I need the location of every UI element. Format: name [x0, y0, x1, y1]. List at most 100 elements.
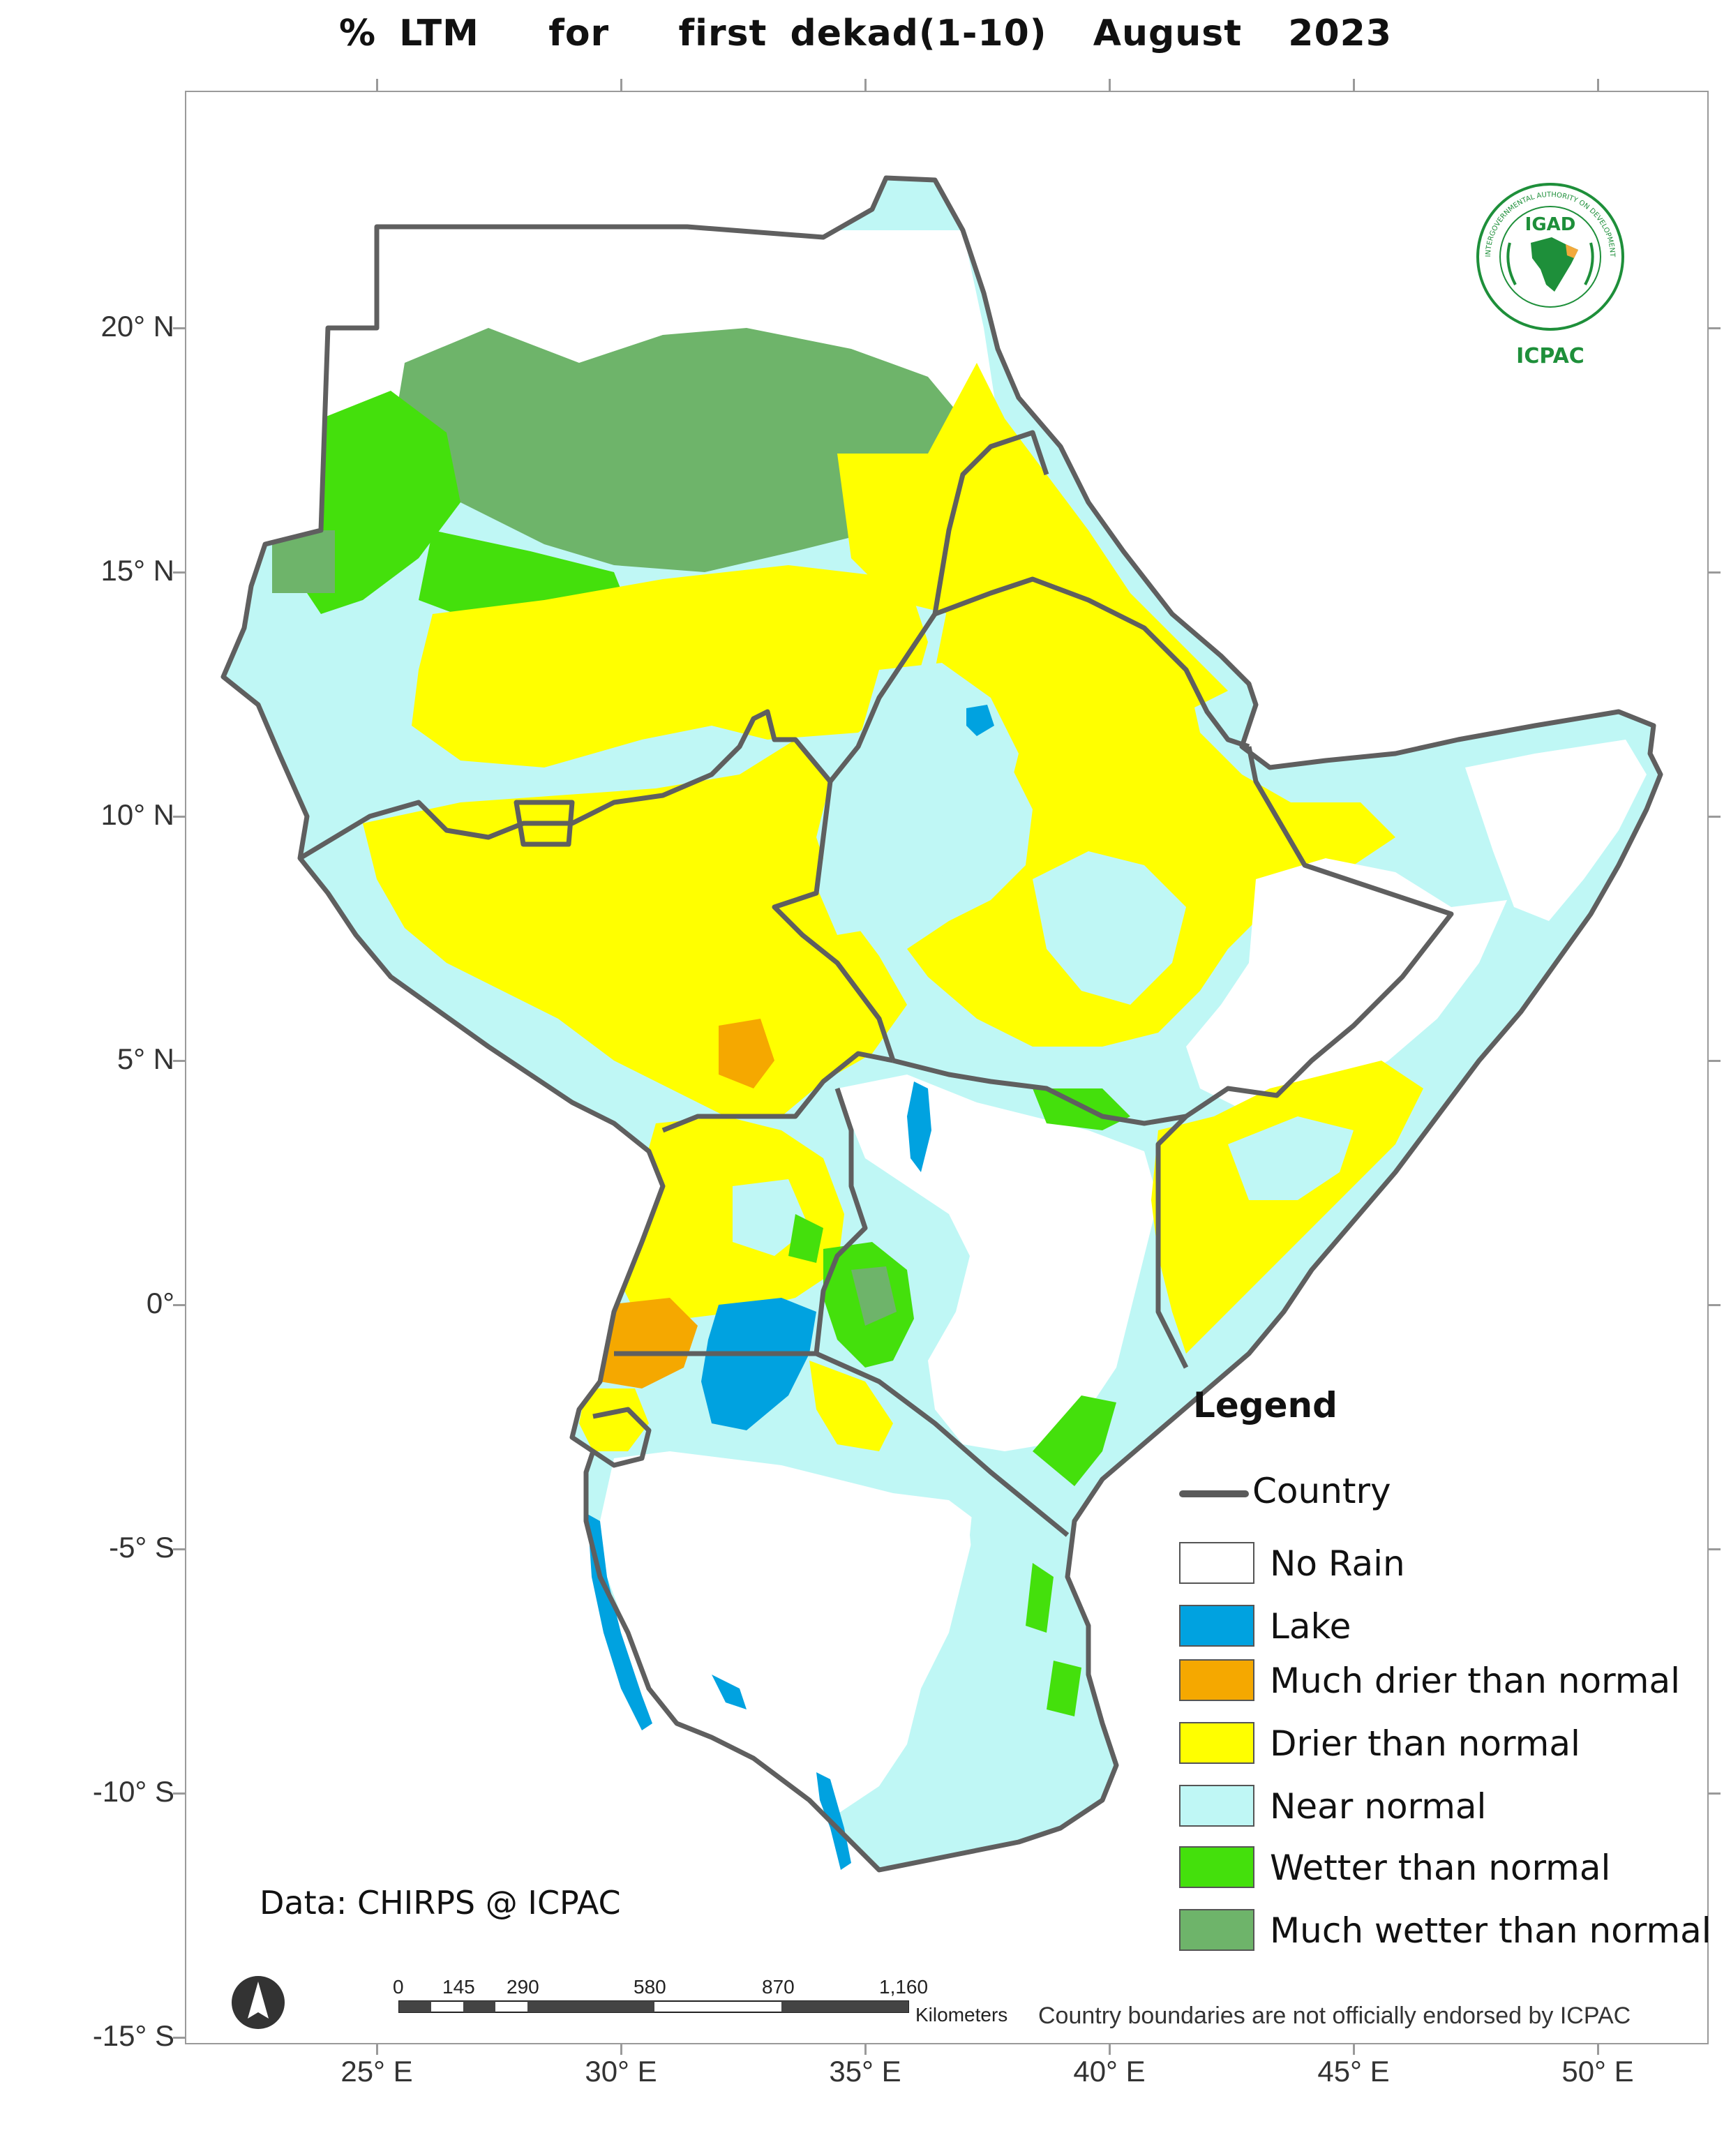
lon-tick — [1597, 2043, 1599, 2055]
legend-swatch — [1179, 1785, 1254, 1827]
lon-label-25e: 25° E — [340, 2055, 413, 2088]
lon-tick — [1353, 2043, 1355, 2055]
lon-tick — [620, 2043, 622, 2055]
drier-area-uganda — [614, 1116, 844, 1319]
lon-label-45e: 45° E — [1317, 2055, 1390, 2088]
much-drier-area-western-uganda — [593, 1298, 698, 1388]
lon-tick — [1353, 79, 1355, 91]
scale-tick-label: 1,160 — [879, 1976, 929, 1998]
no-rain-area-tanzania — [600, 1451, 977, 1814]
lat-tick — [173, 2037, 185, 2039]
igad-icpac-logo: INTERGOVERNMENTAL AUTHORITY ON DEVELOPME… — [1476, 183, 1624, 368]
drier-area-central-sudan — [412, 565, 928, 768]
no-rain-area-kenya — [837, 1075, 1158, 1451]
lat-tick — [173, 816, 185, 818]
lat-label-5n: 5° N — [117, 1042, 174, 1075]
lake-malawi — [816, 1772, 851, 1870]
lon-label-35e: 35° E — [829, 2055, 901, 2088]
lon-tick — [1597, 79, 1599, 91]
legend-label: Wetter than normal — [1270, 1848, 1611, 1888]
lon-tick — [1109, 79, 1111, 91]
lat-tick — [1709, 1548, 1721, 1550]
legend-swatch — [1179, 1605, 1254, 1647]
laurel-icon — [1506, 242, 1594, 285]
lon-tick — [864, 79, 867, 91]
near-normal-area-uganda — [733, 1179, 809, 1256]
legend-label: Drier than normal — [1270, 1723, 1580, 1764]
much-drier-area-south-sudan — [719, 1019, 774, 1088]
lon-label-30e: 30° E — [585, 2055, 657, 2088]
lake-victoria — [701, 1298, 816, 1430]
lake-tanganyika — [587, 1514, 652, 1730]
logo-icpac-text: ICPAC — [1516, 344, 1584, 368]
legend-swatch — [1179, 1722, 1254, 1764]
drier-area-south-somalia — [1151, 1061, 1423, 1354]
lon-tick — [1109, 2043, 1111, 2055]
lat-tick — [1709, 816, 1721, 818]
lat-label-15s: -15° S — [92, 2019, 174, 2052]
drier-area-lake-region — [809, 1361, 893, 1451]
scale-bar — [398, 2000, 909, 2013]
wetter-area-uganda — [788, 1214, 823, 1263]
north-arrow-icon — [232, 1976, 285, 2029]
lat-tick — [173, 1548, 185, 1550]
lat-tick — [173, 1304, 185, 1306]
near-normal-area-somalia — [1228, 1116, 1354, 1200]
country-line-swatch — [1179, 1490, 1249, 1497]
lat-tick — [173, 1792, 185, 1795]
scale-tick-label: 290 — [507, 1976, 539, 1998]
scale-tick-label: 145 — [442, 1976, 475, 1998]
legend-label: Much wetter than normal — [1270, 1910, 1711, 1951]
legend-swatch — [1179, 1846, 1254, 1888]
much-wetter-area-sudan — [391, 328, 963, 572]
rainfall-anomaly-layer — [223, 178, 1661, 1870]
wetter-area-coast-south — [1047, 1661, 1081, 1716]
lake-tana — [966, 705, 994, 736]
no-rain-area-puntland — [1465, 740, 1647, 921]
lat-label-0: 0° — [146, 1287, 174, 1319]
lon-label-50e: 50° E — [1561, 2055, 1634, 2088]
data-source-label: Data: CHIRPS @ ICPAC — [260, 1884, 621, 1922]
lon-tick — [620, 79, 622, 91]
country-borders — [220, 175, 1663, 1873]
wetter-area-kenya-coast — [1033, 1395, 1116, 1486]
near-normal-area-rift — [1033, 851, 1186, 1005]
africa-icon — [1531, 237, 1578, 292]
lat-tick — [1709, 1304, 1721, 1306]
scale-tick-label: 0 — [393, 1976, 404, 1998]
horn-region-icon — [1566, 244, 1578, 258]
legend-swatch — [1179, 1659, 1254, 1701]
lat-label-5s: -5° S — [109, 1531, 174, 1564]
legend-title: Legend — [1193, 1385, 1337, 1425]
lake-turkana — [907, 1081, 931, 1172]
legend-label: Much drier than normal — [1270, 1661, 1681, 1701]
lon-tick — [864, 2043, 867, 2055]
scale-tick-label: 580 — [634, 1976, 666, 1998]
disclaimer-text: Country boundaries are not officially en… — [1038, 2002, 1631, 2029]
lat-tick — [1709, 571, 1721, 574]
legend-label: Lake — [1270, 1606, 1351, 1647]
lat-label-15n: 15° N — [100, 554, 174, 587]
lat-tick — [1709, 327, 1721, 329]
scale-unit-label: Kilometers — [915, 2004, 1008, 2026]
no-rain-area-ogaden — [1186, 858, 1507, 1109]
lat-label-20n: 20° N — [100, 310, 174, 343]
lon-tick — [376, 2043, 378, 2055]
near-normal-area-coast-tanzania — [942, 1465, 1047, 1786]
scale-tick-label: 870 — [762, 1976, 795, 1998]
lon-tick — [376, 79, 378, 91]
legend-swatch — [1179, 1542, 1254, 1584]
drier-area-ethiopia — [907, 593, 1395, 1047]
lat-tick — [173, 327, 185, 329]
drier-area-rwanda-burundi — [579, 1388, 649, 1451]
much-wetter-area-kenya-highlands — [851, 1266, 897, 1326]
legend-label: Near normal — [1270, 1786, 1487, 1827]
legend-swatch — [1179, 1909, 1254, 1951]
lat-tick — [173, 571, 185, 574]
lat-label-10n: 10° N — [100, 798, 174, 831]
legend-country-label: Country — [1252, 1471, 1391, 1511]
map-frame — [185, 91, 1709, 2044]
wetter-area-coast — [1026, 1563, 1054, 1633]
legend-label: No Rain — [1270, 1543, 1405, 1584]
